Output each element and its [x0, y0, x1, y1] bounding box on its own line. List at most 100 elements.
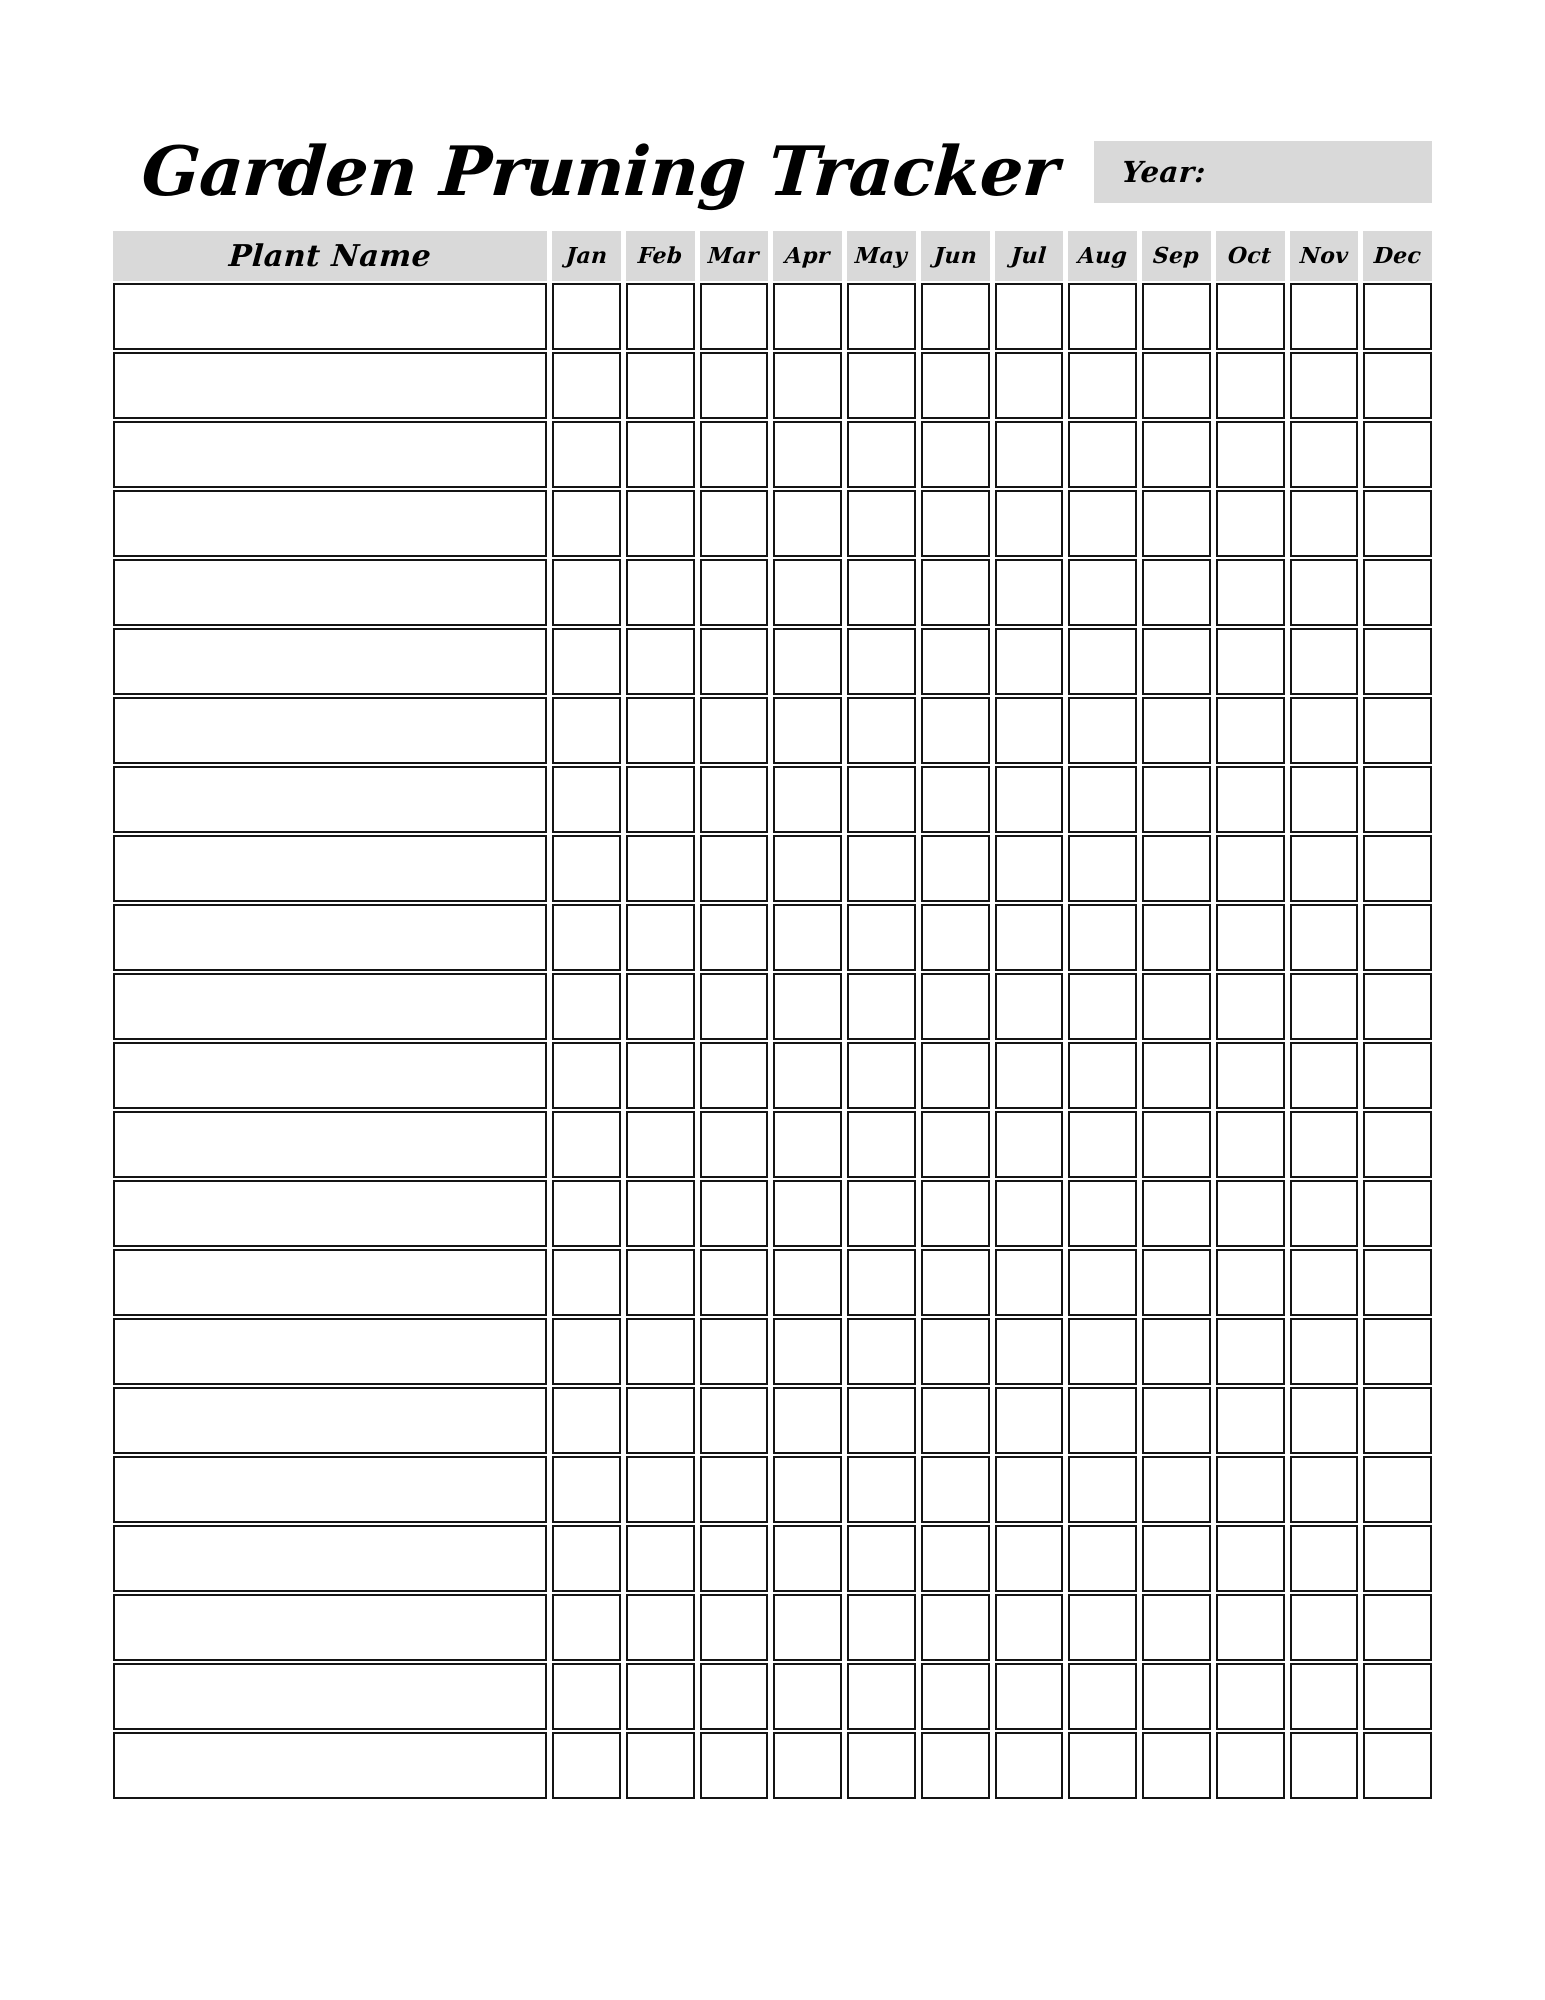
plant-name-input[interactable] — [113, 1387, 547, 1454]
pruning-checkbox-may[interactable] — [847, 1318, 916, 1385]
pruning-checkbox-nov[interactable] — [1289, 1387, 1359, 1454]
pruning-checkbox-dec[interactable] — [1363, 1180, 1432, 1247]
pruning-checkbox-nov[interactable] — [1289, 1249, 1359, 1316]
pruning-checkbox-sep[interactable] — [1142, 490, 1211, 557]
pruning-checkbox-jan[interactable] — [552, 1249, 621, 1316]
pruning-checkbox-apr[interactable] — [773, 1456, 842, 1523]
pruning-checkbox-aug[interactable] — [1068, 1249, 1137, 1316]
pruning-checkbox-aug[interactable] — [1068, 1387, 1137, 1454]
pruning-checkbox-oct[interactable] — [1215, 1318, 1285, 1385]
pruning-checkbox-jul[interactable] — [994, 697, 1064, 764]
pruning-checkbox-jan[interactable] — [552, 490, 621, 557]
plant-name-input[interactable] — [113, 1111, 547, 1178]
pruning-checkbox-dec[interactable] — [1363, 1663, 1432, 1730]
pruning-checkbox-feb[interactable] — [625, 835, 695, 902]
pruning-checkbox-jan[interactable] — [552, 835, 621, 902]
pruning-checkbox-aug[interactable] — [1068, 1594, 1137, 1661]
pruning-checkbox-jul[interactable] — [994, 904, 1064, 971]
pruning-checkbox-apr[interactable] — [773, 835, 842, 902]
pruning-checkbox-jan[interactable] — [552, 1387, 621, 1454]
pruning-checkbox-jun[interactable] — [920, 1180, 990, 1247]
pruning-checkbox-oct[interactable] — [1215, 421, 1285, 488]
plant-name-input[interactable] — [113, 1732, 547, 1799]
pruning-checkbox-mar[interactable] — [699, 697, 769, 764]
pruning-checkbox-may[interactable] — [847, 490, 916, 557]
pruning-checkbox-jun[interactable] — [920, 352, 990, 419]
pruning-checkbox-dec[interactable] — [1363, 1249, 1432, 1316]
pruning-checkbox-feb[interactable] — [625, 421, 695, 488]
pruning-checkbox-apr[interactable] — [773, 1387, 842, 1454]
pruning-checkbox-dec[interactable] — [1363, 1387, 1432, 1454]
pruning-checkbox-jun[interactable] — [920, 835, 990, 902]
pruning-checkbox-mar[interactable] — [699, 1180, 769, 1247]
plant-name-input[interactable] — [113, 421, 547, 488]
pruning-checkbox-jul[interactable] — [994, 628, 1064, 695]
pruning-checkbox-jul[interactable] — [994, 1180, 1064, 1247]
pruning-checkbox-dec[interactable] — [1363, 352, 1432, 419]
pruning-checkbox-may[interactable] — [847, 1111, 916, 1178]
pruning-checkbox-aug[interactable] — [1068, 1525, 1137, 1592]
plant-name-input[interactable] — [113, 1456, 547, 1523]
pruning-checkbox-oct[interactable] — [1215, 1249, 1285, 1316]
pruning-checkbox-mar[interactable] — [699, 1111, 769, 1178]
pruning-checkbox-feb[interactable] — [625, 352, 695, 419]
pruning-checkbox-mar[interactable] — [699, 1387, 769, 1454]
pruning-checkbox-apr[interactable] — [773, 1249, 842, 1316]
pruning-checkbox-jul[interactable] — [994, 1318, 1064, 1385]
pruning-checkbox-aug[interactable] — [1068, 904, 1137, 971]
pruning-checkbox-jun[interactable] — [920, 490, 990, 557]
pruning-checkbox-feb[interactable] — [625, 1732, 695, 1799]
plant-name-input[interactable] — [113, 973, 547, 1040]
pruning-checkbox-jan[interactable] — [552, 1525, 621, 1592]
pruning-checkbox-mar[interactable] — [699, 766, 769, 833]
pruning-checkbox-apr[interactable] — [773, 1594, 842, 1661]
pruning-checkbox-feb[interactable] — [625, 1042, 695, 1109]
pruning-checkbox-feb[interactable] — [625, 283, 695, 350]
pruning-checkbox-feb[interactable] — [625, 1456, 695, 1523]
pruning-checkbox-feb[interactable] — [625, 1111, 695, 1178]
pruning-checkbox-aug[interactable] — [1068, 1318, 1137, 1385]
pruning-checkbox-jun[interactable] — [920, 1732, 990, 1799]
pruning-checkbox-nov[interactable] — [1289, 1594, 1359, 1661]
pruning-checkbox-sep[interactable] — [1142, 628, 1211, 695]
pruning-checkbox-sep[interactable] — [1142, 697, 1211, 764]
pruning-checkbox-nov[interactable] — [1289, 283, 1359, 350]
pruning-checkbox-may[interactable] — [847, 766, 916, 833]
pruning-checkbox-mar[interactable] — [699, 559, 769, 626]
pruning-checkbox-aug[interactable] — [1068, 697, 1137, 764]
pruning-checkbox-sep[interactable] — [1142, 283, 1211, 350]
pruning-checkbox-nov[interactable] — [1289, 1042, 1359, 1109]
pruning-checkbox-aug[interactable] — [1068, 283, 1137, 350]
pruning-checkbox-mar[interactable] — [699, 835, 769, 902]
pruning-checkbox-jun[interactable] — [920, 1456, 990, 1523]
pruning-checkbox-may[interactable] — [847, 697, 916, 764]
pruning-checkbox-sep[interactable] — [1142, 1180, 1211, 1247]
pruning-checkbox-apr[interactable] — [773, 1111, 842, 1178]
pruning-checkbox-mar[interactable] — [699, 283, 769, 350]
plant-name-input[interactable] — [113, 352, 547, 419]
pruning-checkbox-jul[interactable] — [994, 352, 1064, 419]
pruning-checkbox-feb[interactable] — [625, 628, 695, 695]
pruning-checkbox-nov[interactable] — [1289, 1663, 1359, 1730]
pruning-checkbox-aug[interactable] — [1068, 421, 1137, 488]
plant-name-input[interactable] — [113, 697, 547, 764]
pruning-checkbox-jun[interactable] — [920, 1318, 990, 1385]
pruning-checkbox-mar[interactable] — [699, 490, 769, 557]
pruning-checkbox-oct[interactable] — [1215, 1663, 1285, 1730]
pruning-checkbox-apr[interactable] — [773, 1180, 842, 1247]
pruning-checkbox-apr[interactable] — [773, 421, 842, 488]
pruning-checkbox-feb[interactable] — [625, 766, 695, 833]
pruning-checkbox-aug[interactable] — [1068, 1456, 1137, 1523]
plant-name-input[interactable] — [113, 1249, 547, 1316]
pruning-checkbox-mar[interactable] — [699, 904, 769, 971]
pruning-checkbox-dec[interactable] — [1363, 628, 1432, 695]
pruning-checkbox-jun[interactable] — [920, 904, 990, 971]
pruning-checkbox-may[interactable] — [847, 973, 916, 1040]
plant-name-input[interactable] — [113, 490, 547, 557]
pruning-checkbox-sep[interactable] — [1142, 1249, 1211, 1316]
pruning-checkbox-jul[interactable] — [994, 1732, 1064, 1799]
pruning-checkbox-jul[interactable] — [994, 1111, 1064, 1178]
pruning-checkbox-oct[interactable] — [1215, 904, 1285, 971]
pruning-checkbox-apr[interactable] — [773, 283, 842, 350]
pruning-checkbox-dec[interactable] — [1363, 1594, 1432, 1661]
